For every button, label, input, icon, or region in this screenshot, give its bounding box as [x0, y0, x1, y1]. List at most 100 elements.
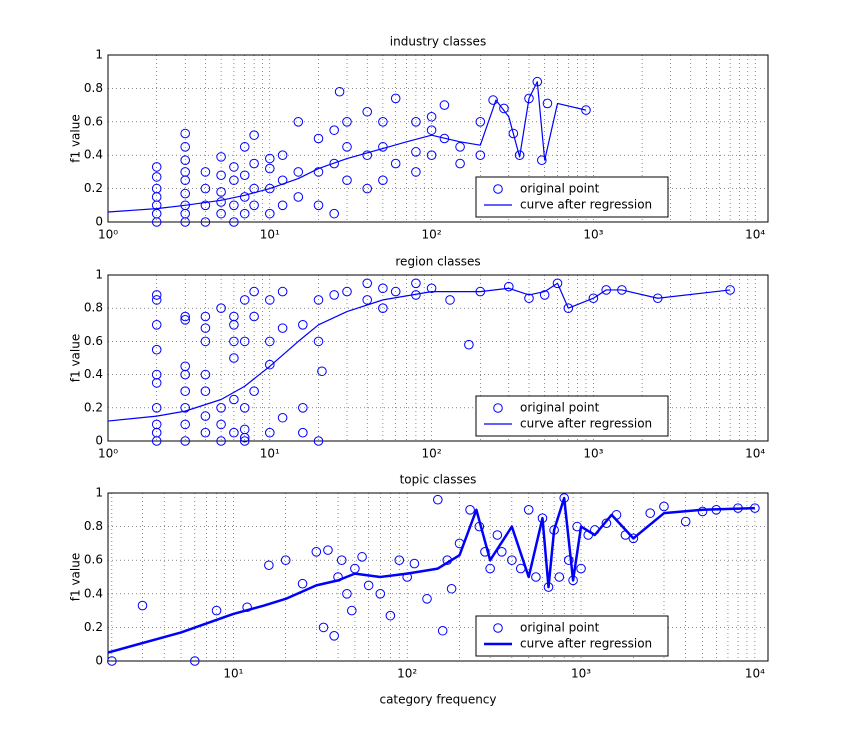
data-point [239, 336, 250, 347]
data-point [313, 133, 324, 144]
data-point [514, 150, 525, 160]
chart-title: topic classes [400, 473, 477, 487]
data-point [524, 93, 534, 104]
data-point [229, 217, 239, 227]
data-point [200, 369, 211, 380]
data-point [362, 183, 373, 194]
data-point [697, 506, 708, 517]
data-point [180, 155, 190, 166]
y-tick-label: 0.8 [84, 301, 103, 315]
data-point [216, 303, 226, 314]
data-point [229, 175, 239, 186]
legend-box [475, 176, 669, 218]
data-point [313, 295, 324, 305]
data-point [151, 320, 162, 330]
data-point [480, 547, 490, 557]
data-point [200, 200, 211, 211]
data-point [216, 197, 226, 207]
data-point [311, 547, 322, 557]
regression-curve [107, 81, 587, 213]
data-point [264, 427, 275, 438]
data-point [216, 208, 226, 219]
plot-area [108, 55, 768, 222]
data-point [293, 117, 304, 127]
x-tick-label: 10² [422, 447, 442, 461]
data-point [552, 278, 563, 289]
data-point [475, 150, 486, 160]
data-point [581, 105, 591, 115]
x-tick-label: 10¹ [223, 667, 243, 681]
data-point [200, 323, 211, 333]
data-point [190, 656, 200, 666]
data-point [216, 170, 226, 181]
data-point [297, 578, 308, 589]
data-point [524, 293, 534, 304]
data-point [229, 311, 239, 322]
y-tick-label: 0 [95, 654, 103, 668]
data-point [390, 158, 401, 169]
data-point [455, 142, 465, 152]
data-point [200, 183, 211, 194]
x-tick-label: 10³ [583, 228, 603, 242]
y-axis-label: f1 value [69, 553, 83, 601]
data-point [239, 295, 250, 305]
data-point [334, 86, 345, 97]
data-point [180, 436, 190, 446]
data-point [229, 394, 239, 405]
legend-marker [493, 403, 503, 413]
data-point [446, 583, 457, 594]
data-point [211, 605, 222, 616]
data-point [180, 419, 190, 430]
y-tick-label: 0 [95, 434, 103, 448]
data-point [455, 158, 465, 169]
data-point [313, 436, 324, 446]
data-point [293, 192, 304, 202]
data-point [151, 419, 162, 430]
data-point [180, 167, 190, 177]
data-point [465, 505, 475, 515]
x-tick-label: 10³ [583, 447, 603, 461]
data-point [200, 427, 211, 438]
data-point [239, 170, 250, 181]
data-point [151, 172, 162, 182]
x-tick-label: 10⁴ [745, 667, 765, 681]
data-point [239, 436, 250, 446]
data-point [323, 545, 333, 555]
legend-label: curve after regression [520, 198, 652, 212]
data-point [200, 411, 211, 421]
data-point [437, 625, 448, 636]
data-point [216, 403, 226, 413]
y-tick-label: 0.2 [84, 400, 103, 414]
data-point [390, 286, 401, 297]
data-point [362, 295, 373, 305]
x-tick-label: 10¹ [260, 228, 280, 242]
data-point [249, 311, 259, 322]
data-point [216, 419, 226, 430]
data-point [249, 158, 259, 169]
data-point [239, 424, 250, 435]
data-point [378, 303, 388, 314]
data-point [342, 589, 352, 599]
data-point [277, 286, 288, 297]
data-point [264, 163, 275, 174]
data-point [180, 188, 190, 199]
data-point [563, 303, 574, 314]
regression-curve [107, 496, 755, 654]
data-point [485, 563, 495, 574]
data-point [503, 281, 514, 292]
data-point [249, 286, 259, 297]
data-point [151, 162, 162, 172]
data-point [378, 283, 388, 294]
data-point [508, 128, 519, 139]
data-point [357, 552, 367, 562]
y-tick-label: 0.4 [84, 367, 103, 381]
data-point [488, 95, 498, 105]
data-point [375, 589, 386, 599]
x-tick-label: 10² [397, 667, 417, 681]
plot-frame [107, 274, 769, 442]
data-point [362, 278, 373, 289]
data-point [137, 600, 148, 611]
data-point [313, 200, 324, 211]
data-point [151, 290, 162, 300]
regression-curve [107, 282, 731, 422]
